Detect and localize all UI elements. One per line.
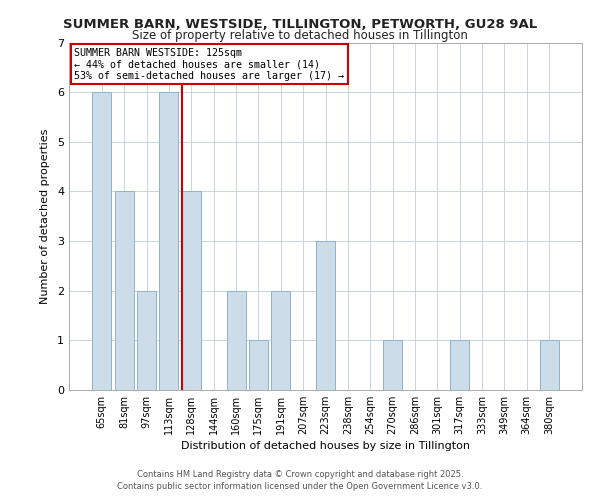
Text: Contains HM Land Registry data © Crown copyright and database right 2025.
Contai: Contains HM Land Registry data © Crown c…	[118, 470, 482, 491]
Bar	[182, 192, 201, 390]
Bar	[539, 340, 559, 390]
Bar	[92, 92, 112, 390]
Bar	[249, 340, 268, 390]
Bar	[450, 340, 469, 390]
Bar	[271, 290, 290, 390]
Bar	[115, 192, 134, 390]
Text: SUMMER BARN WESTSIDE: 125sqm
← 44% of detached houses are smaller (14)
53% of se: SUMMER BARN WESTSIDE: 125sqm ← 44% of de…	[74, 48, 344, 81]
Y-axis label: Number of detached properties: Number of detached properties	[40, 128, 50, 304]
Bar	[227, 290, 245, 390]
Bar	[383, 340, 402, 390]
Text: SUMMER BARN, WESTSIDE, TILLINGTON, PETWORTH, GU28 9AL: SUMMER BARN, WESTSIDE, TILLINGTON, PETWO…	[63, 18, 537, 30]
X-axis label: Distribution of detached houses by size in Tillington: Distribution of detached houses by size …	[181, 441, 470, 451]
Bar	[316, 241, 335, 390]
Bar	[160, 92, 178, 390]
Text: Size of property relative to detached houses in Tillington: Size of property relative to detached ho…	[132, 29, 468, 42]
Bar	[137, 290, 156, 390]
